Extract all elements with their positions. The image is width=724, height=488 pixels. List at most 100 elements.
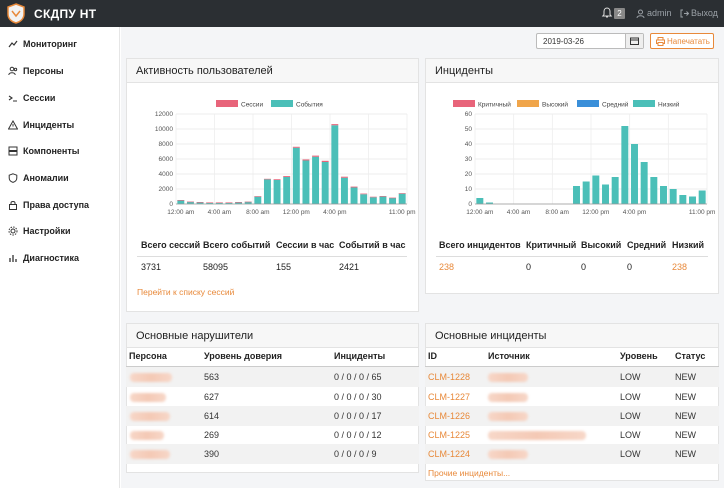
user-name: admin <box>647 8 672 18</box>
incident-id-link[interactable]: CLM-1228 <box>428 372 471 382</box>
bar[interactable] <box>621 126 629 204</box>
table-row[interactable]: CLM-1228 LOW NEW <box>425 367 719 387</box>
bar[interactable] <box>225 202 233 204</box>
user-menu[interactable]: admin <box>636 8 672 19</box>
legend-item[interactable]: Сессии <box>216 100 263 109</box>
bar[interactable] <box>398 193 406 194</box>
table-row[interactable]: CLM-1225 LOW NEW <box>425 425 719 445</box>
bar[interactable] <box>196 202 204 203</box>
bar[interactable] <box>582 181 590 205</box>
bell-icon[interactable] <box>601 7 613 19</box>
print-button[interactable]: Напечатать <box>650 33 714 49</box>
bar[interactable] <box>273 179 281 180</box>
bar[interactable] <box>340 176 348 178</box>
y-tick-label: 10 <box>465 186 473 193</box>
bar[interactable] <box>302 159 310 161</box>
logout-button[interactable]: Выход <box>680 8 718 18</box>
bar[interactable] <box>389 198 397 204</box>
bar[interactable] <box>476 198 484 204</box>
bar[interactable] <box>640 162 648 204</box>
bar[interactable] <box>698 190 706 205</box>
bar[interactable] <box>283 176 291 177</box>
bar[interactable] <box>398 193 406 205</box>
bar[interactable] <box>602 184 609 205</box>
bar[interactable] <box>225 202 233 205</box>
bar[interactable] <box>263 179 271 204</box>
legend-item[interactable]: События <box>271 100 323 109</box>
table-row[interactable]: 563 0 / 0 / 0 / 65 <box>126 367 419 387</box>
bar[interactable] <box>321 160 329 162</box>
bar[interactable] <box>331 125 339 204</box>
bar[interactable] <box>340 177 348 204</box>
bar[interactable] <box>369 196 377 198</box>
calendar-button[interactable] <box>625 34 643 48</box>
bar[interactable] <box>292 146 300 148</box>
table-row[interactable]: 614 0 / 0 / 0 / 17 <box>126 406 419 426</box>
bar[interactable] <box>321 162 329 204</box>
bar[interactable] <box>235 202 243 204</box>
bar[interactable] <box>573 186 580 204</box>
incident-id-link[interactable]: CLM-1225 <box>428 430 471 440</box>
notification-count-badge[interactable]: 2 <box>614 8 625 19</box>
bar[interactable] <box>379 196 387 197</box>
bar[interactable] <box>254 196 262 197</box>
table-row[interactable]: 390 0 / 0 / 0 / 9 <box>126 444 419 464</box>
app-title: СКДПУ НТ <box>34 7 97 21</box>
bar[interactable] <box>660 186 667 204</box>
incident-id-link[interactable]: CLM-1224 <box>428 449 471 459</box>
bar[interactable] <box>350 186 358 188</box>
bar[interactable] <box>331 124 339 126</box>
more-incidents-link[interactable]: Прочие инциденты... <box>428 468 511 478</box>
bar[interactable] <box>669 189 677 204</box>
bar[interactable] <box>206 202 214 205</box>
legend-item[interactable]: Критичный <box>453 100 511 109</box>
bar[interactable] <box>631 144 638 204</box>
bar[interactable] <box>244 201 252 203</box>
bar[interactable] <box>312 156 320 204</box>
table-row[interactable]: CLM-1226 LOW NEW <box>425 406 719 426</box>
bar[interactable] <box>186 201 194 204</box>
bar[interactable] <box>389 197 397 199</box>
legend-item[interactable]: Низкий <box>633 100 680 109</box>
incident-id-link[interactable]: CLM-1227 <box>428 392 471 402</box>
bar[interactable] <box>196 202 204 204</box>
bar[interactable] <box>360 193 368 195</box>
bar[interactable] <box>650 177 658 204</box>
table-row[interactable]: 627 0 / 0 / 0 / 30 <box>126 387 419 407</box>
bar[interactable] <box>215 202 223 204</box>
bar[interactable] <box>379 196 387 205</box>
bar[interactable] <box>235 202 243 203</box>
bar[interactable] <box>689 196 696 205</box>
incident-id-link[interactable]: CLM-1226 <box>428 411 471 421</box>
bar[interactable] <box>312 155 320 157</box>
table-row[interactable]: CLM-1224 LOW NEW <box>425 444 719 464</box>
bar[interactable] <box>486 202 493 205</box>
bar[interactable] <box>360 194 368 204</box>
bar[interactable] <box>186 201 194 203</box>
date-picker[interactable]: 2019-03-26 <box>536 33 644 49</box>
bar[interactable] <box>254 196 262 205</box>
bar[interactable] <box>350 187 358 205</box>
bar[interactable] <box>611 177 619 204</box>
bar[interactable] <box>177 200 185 201</box>
sessions-list-link[interactable]: Перейти к списку сессий <box>137 287 235 297</box>
stat-value-low[interactable]: 238 <box>672 262 688 272</box>
table-row[interactable]: CLM-1227 LOW NEW <box>425 387 719 407</box>
stat-value-total[interactable]: 238 <box>439 262 455 272</box>
legend-item[interactable]: Высокий <box>517 100 568 109</box>
bar[interactable] <box>679 195 687 204</box>
bar[interactable] <box>273 180 281 204</box>
bar[interactable] <box>302 160 310 205</box>
bar[interactable] <box>292 147 300 204</box>
legend-item[interactable]: Средний <box>577 100 629 109</box>
stat-value: 58095 <box>203 262 229 272</box>
bar[interactable] <box>283 177 291 204</box>
bar[interactable] <box>206 202 214 204</box>
bar[interactable] <box>369 197 377 204</box>
bar[interactable] <box>263 178 271 180</box>
bar[interactable] <box>215 202 223 205</box>
bar[interactable] <box>244 201 252 204</box>
bar[interactable] <box>177 200 185 204</box>
table-row[interactable]: 269 0 / 0 / 0 / 12 <box>126 425 419 445</box>
bar[interactable] <box>592 175 600 205</box>
